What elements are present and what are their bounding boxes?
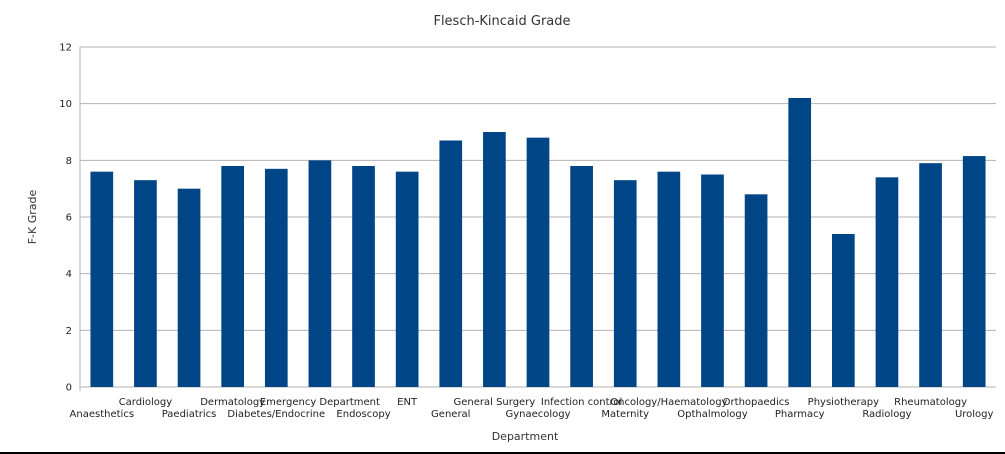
- bar: [570, 166, 593, 387]
- bars: [90, 98, 986, 387]
- x-category-label: Radiology: [862, 409, 911, 420]
- x-category-label: Diabetes/Endocrine: [227, 409, 325, 420]
- x-category-label: Cardiology: [119, 397, 173, 408]
- bar: [657, 171, 681, 387]
- bar: [439, 140, 463, 387]
- x-category-label: Oncology/Haematology: [610, 397, 727, 408]
- y-tick-label: 4: [66, 269, 72, 280]
- y-tick-label: 12: [59, 43, 72, 54]
- x-category-label: Endoscopy: [336, 409, 390, 420]
- bar: [875, 177, 899, 387]
- bar: [788, 98, 812, 387]
- bar: [919, 163, 942, 387]
- x-category-label: Infection control: [541, 397, 622, 408]
- bar: [526, 137, 550, 387]
- bar: [134, 180, 157, 387]
- x-category-label: Maternity: [601, 409, 649, 420]
- y-axis-title: F-K Grade: [26, 189, 39, 244]
- bar: [483, 132, 506, 387]
- x-axis-title: Department: [492, 430, 559, 443]
- bar: [352, 166, 375, 387]
- x-category-label: General: [431, 409, 470, 420]
- chart-title: Flesch-Kincaid Grade: [433, 14, 570, 29]
- bar: [90, 171, 114, 387]
- x-category-label: Dermatology: [200, 397, 265, 408]
- x-category-label: Opthalmology: [677, 409, 747, 420]
- bar: [613, 180, 637, 387]
- y-tick-label: 8: [66, 156, 72, 167]
- bar: [221, 166, 245, 387]
- y-tick-label: 6: [66, 213, 72, 224]
- bar: [177, 188, 201, 387]
- x-category-label: Urology: [955, 409, 994, 420]
- x-category-label: Emergency Department: [260, 397, 380, 408]
- x-category-labels: AnaestheticsCardiologyPaediatricsDermato…: [70, 397, 994, 420]
- x-category-label: Rheumatology: [894, 397, 967, 408]
- x-category-label: ENT: [397, 397, 418, 408]
- bar: [962, 156, 986, 387]
- y-tick-labels: 0 2 4 6 8 10 12: [59, 43, 72, 394]
- x-category-label: Physiotherapy: [808, 397, 879, 408]
- bar: [308, 160, 332, 387]
- y-tick-label: 2: [66, 326, 72, 337]
- x-category-label: Pharmacy: [775, 409, 825, 420]
- bar: [395, 171, 419, 387]
- x-category-label: Paediatrics: [162, 409, 217, 420]
- bar: [264, 168, 288, 387]
- y-tick-label: 0: [66, 383, 72, 394]
- bar: [831, 234, 855, 387]
- y-tick-label: 10: [59, 99, 72, 110]
- bar: [744, 194, 768, 387]
- bar: [701, 174, 724, 387]
- x-category-label: Anaesthetics: [70, 409, 135, 420]
- x-category-label: Gynaecology: [505, 409, 570, 420]
- x-category-label: Orthopaedics: [723, 397, 790, 408]
- x-category-label: General Surgery: [454, 397, 536, 408]
